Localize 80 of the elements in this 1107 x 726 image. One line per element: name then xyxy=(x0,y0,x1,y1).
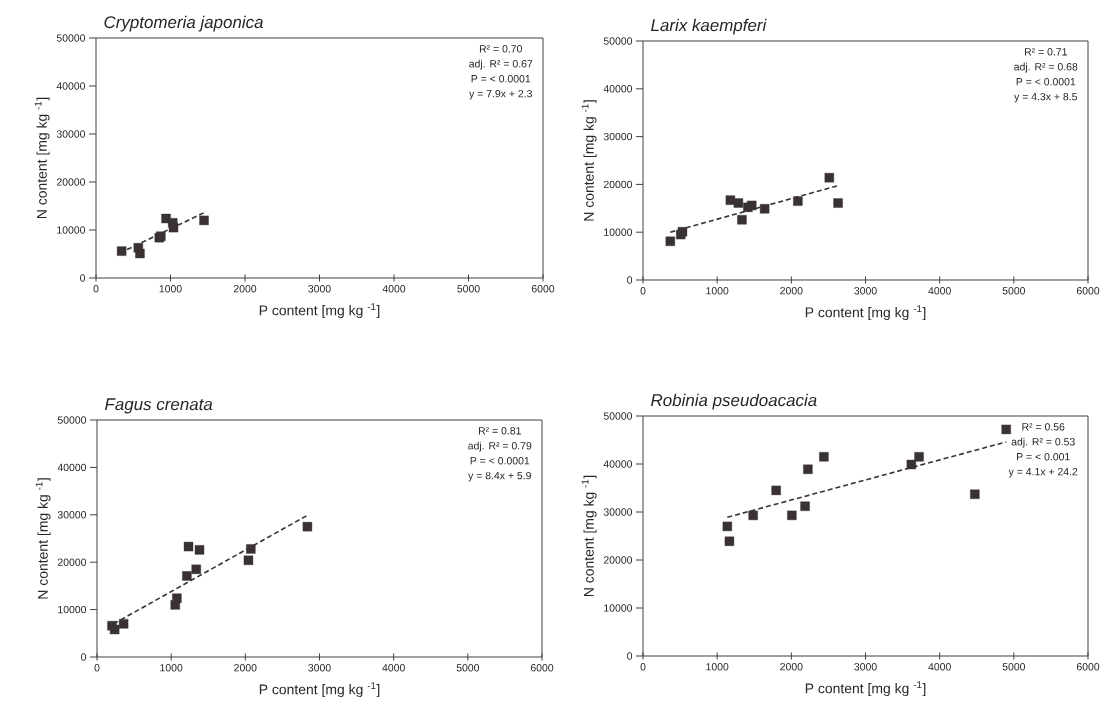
x-tick-label: 2000 xyxy=(780,287,803,295)
annotation: adj. R² = 0.67 xyxy=(469,59,533,70)
x-tick-label: 3000 xyxy=(854,287,877,295)
y-tick-label: 30000 xyxy=(57,511,87,519)
x-tick-label: 5000 xyxy=(456,664,480,672)
x-tick-label: 4000 xyxy=(382,285,406,293)
chart-title: Larix kaempferi xyxy=(651,18,767,35)
y-tick-label: 30000 xyxy=(603,508,633,516)
y-tick-label: 20000 xyxy=(57,558,87,566)
x-tick-label: 0 xyxy=(640,663,646,671)
x-tick-label: 5000 xyxy=(1002,663,1026,671)
annotation: adj. R² = 0.53 xyxy=(1011,437,1075,448)
x-tick-label: 1000 xyxy=(160,664,183,672)
y-tick-label: 20000 xyxy=(603,180,633,189)
y-tick-label: 0 xyxy=(627,652,633,660)
x-axis-title: P content [mg kg $^{-1}$] xyxy=(259,682,380,698)
y-tick-label: 40000 xyxy=(56,82,86,90)
annotation: y = 4.1x + 24.2 xyxy=(1008,467,1078,478)
x-tick-label: 4000 xyxy=(382,664,405,672)
y-axis-title: N content [mg kg $^{-1}$] xyxy=(34,97,50,219)
x-tick-label: 1000 xyxy=(706,287,729,295)
y-tick-label: 30000 xyxy=(56,130,86,138)
y-tick-label: 50000 xyxy=(57,416,87,424)
annotation: P = < 0.0001 xyxy=(470,456,530,465)
y-tick-label: 30000 xyxy=(603,132,633,141)
x-axis-title: P content [mg kg $^{-1}$] xyxy=(805,305,926,321)
annotation: R² = 0.71 xyxy=(1024,48,1067,56)
annotation: R² = 0.56 xyxy=(1022,423,1065,431)
annotation: P = < 0.0001 xyxy=(1016,78,1076,86)
annotation: adj. R² = 0.68 xyxy=(1014,62,1078,73)
x-axis-title: P content [mg kg $^{-1}$] xyxy=(259,303,380,319)
annotation: y = 4.3x + 8.5 xyxy=(1014,92,1078,103)
x-tick-label: 5000 xyxy=(1002,287,1026,295)
x-tick-label: 6000 xyxy=(531,285,555,293)
y-tick-label: 20000 xyxy=(603,556,633,564)
x-tick-label: 0 xyxy=(640,287,646,295)
y-tick-label: 10000 xyxy=(604,604,633,612)
y-tick-label: 0 xyxy=(627,276,633,284)
annotation: P = < 0.0001 xyxy=(471,75,531,83)
chart-title: Cryptomeria japonica xyxy=(104,15,263,32)
annotation: y = 8.4x + 5.9 xyxy=(468,471,531,482)
y-tick-label: 10000 xyxy=(604,228,633,236)
x-tick-label: 6000 xyxy=(530,664,554,672)
x-tick-label: 2000 xyxy=(233,285,257,293)
y-tick-label: 50000 xyxy=(603,412,633,420)
y-tick-label: 40000 xyxy=(603,460,633,468)
y-tick-label: 40000 xyxy=(603,85,633,93)
x-tick-label: 3000 xyxy=(308,285,331,293)
y-tick-label: 10000 xyxy=(58,605,87,614)
x-axis-title: P content [mg kg $^{-1}$] xyxy=(805,681,926,697)
y-tick-label: 50000 xyxy=(56,34,86,42)
x-tick-label: 6000 xyxy=(1076,663,1100,671)
annotation: R² = 0.81 xyxy=(478,427,521,435)
x-tick-label: 1000 xyxy=(706,663,729,671)
x-tick-label: 2000 xyxy=(780,663,803,671)
y-tick-label: 0 xyxy=(80,274,86,282)
x-tick-label: 0 xyxy=(93,285,99,293)
x-tick-label: 4000 xyxy=(928,663,951,671)
x-tick-label: 3000 xyxy=(308,664,331,672)
y-tick-label: 10000 xyxy=(57,226,86,234)
annotation: R² = 0.70 xyxy=(479,45,522,53)
x-tick-label: 5000 xyxy=(457,285,480,293)
y-tick-label: 40000 xyxy=(57,463,87,472)
chart-title: Robinia pseudoacacia xyxy=(651,393,817,410)
y-axis-title: N content [mg kg $^{-1}$] xyxy=(35,478,51,599)
y-tick-label: 50000 xyxy=(603,37,633,45)
annotation: P = < 0.001 xyxy=(1017,453,1070,461)
x-tick-label: 3000 xyxy=(854,663,877,671)
y-tick-label: 0 xyxy=(81,653,87,661)
x-tick-label: 0 xyxy=(94,664,100,672)
x-tick-label: 6000 xyxy=(1076,287,1100,295)
y-tick-label: 20000 xyxy=(56,178,86,186)
annotation: y = 7.9x + 2.3 xyxy=(469,89,532,100)
x-tick-label: 2000 xyxy=(234,664,257,672)
chart-title: Fagus crenata xyxy=(105,398,213,414)
x-tick-label: 4000 xyxy=(928,287,951,295)
y-axis-title: N content [mg kg $^{-1}$] xyxy=(581,475,597,597)
y-axis-title: N content [mg kg $^{-1}$] xyxy=(581,100,597,221)
annotation: adj. R² = 0.79 xyxy=(468,441,532,452)
x-tick-label: 1000 xyxy=(159,285,182,293)
